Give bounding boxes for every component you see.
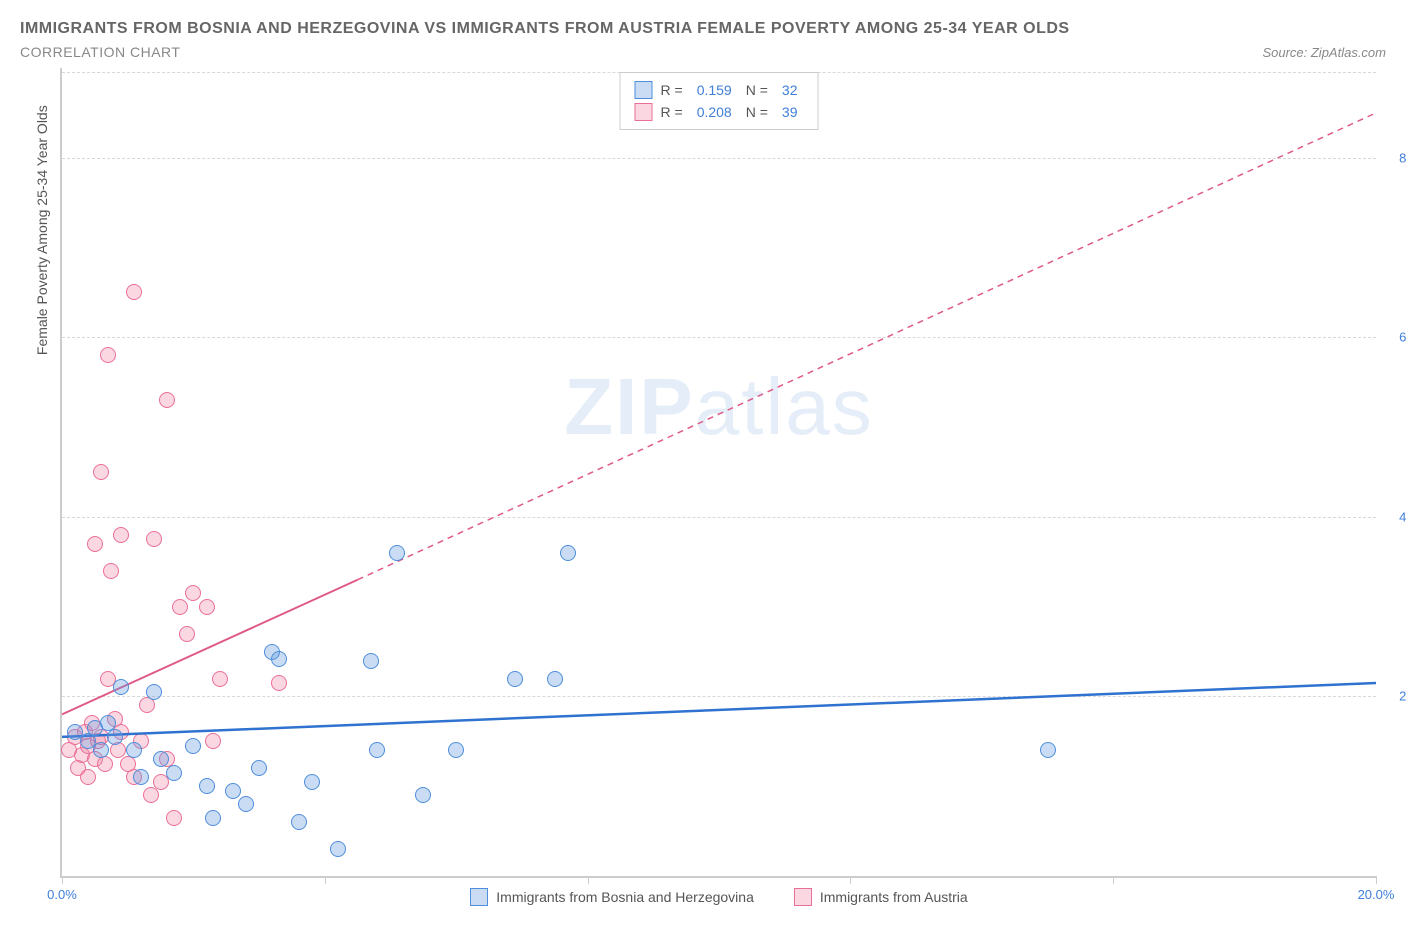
data-point <box>271 651 287 667</box>
data-point <box>179 626 195 642</box>
r-value-bosnia: 0.159 <box>697 82 732 98</box>
legend-label-bosnia: Immigrants from Bosnia and Herzegovina <box>496 889 754 905</box>
source-attribution: Source: ZipAtlas.com <box>1262 45 1386 60</box>
data-point <box>547 671 563 687</box>
y-tick-label: 20.0% <box>1399 689 1406 704</box>
source-value: ZipAtlas.com <box>1311 45 1386 60</box>
swatch-bosnia <box>635 81 653 99</box>
legend-row-bosnia: R = 0.159 N = 32 <box>635 79 804 101</box>
legend-item-austria: Immigrants from Austria <box>794 888 968 906</box>
data-point <box>103 563 119 579</box>
data-point <box>1040 742 1056 758</box>
chart-title: IMMIGRANTS FROM BOSNIA AND HERZEGOVINA V… <box>20 20 1386 38</box>
x-tick <box>850 876 851 884</box>
data-point <box>87 536 103 552</box>
x-tick <box>325 876 326 884</box>
r-label-2: R = <box>661 104 683 120</box>
data-point <box>80 769 96 785</box>
legend-label-austria: Immigrants from Austria <box>820 889 968 905</box>
n-value-austria: 39 <box>782 104 798 120</box>
data-point <box>448 742 464 758</box>
chart-container: IMMIGRANTS FROM BOSNIA AND HERZEGOVINA V… <box>20 20 1386 910</box>
data-point <box>146 684 162 700</box>
gridline <box>62 517 1376 518</box>
data-point <box>363 653 379 669</box>
x-tick <box>1113 876 1114 884</box>
data-point <box>205 810 221 826</box>
chart-subtitle: CORRELATION CHART <box>20 44 180 60</box>
data-point <box>225 783 241 799</box>
data-point <box>330 841 346 857</box>
gridline <box>62 696 1376 697</box>
data-point <box>126 742 142 758</box>
n-label-2: N = <box>746 104 768 120</box>
trend-lines-svg <box>62 68 1376 876</box>
x-tick <box>588 876 589 884</box>
legend-row-austria: R = 0.208 N = 39 <box>635 101 804 123</box>
data-point <box>304 774 320 790</box>
data-point <box>238 796 254 812</box>
data-point <box>560 545 576 561</box>
y-tick-label: 40.0% <box>1399 509 1406 524</box>
data-point <box>146 531 162 547</box>
legend-item-bosnia: Immigrants from Bosnia and Herzegovina <box>470 888 754 906</box>
data-point <box>166 810 182 826</box>
data-point <box>212 671 228 687</box>
x-tick <box>62 876 63 884</box>
y-tick-label: 60.0% <box>1399 330 1406 345</box>
data-point <box>172 599 188 615</box>
y-tick-label: 80.0% <box>1399 150 1406 165</box>
r-value-austria: 0.208 <box>697 104 732 120</box>
data-point <box>389 545 405 561</box>
data-point <box>107 729 123 745</box>
source-label: Source: <box>1262 45 1310 60</box>
y-axis-label: Female Poverty Among 25-34 Year Olds <box>34 105 50 355</box>
data-point <box>93 742 109 758</box>
series-legend: Immigrants from Bosnia and Herzegovina I… <box>62 888 1376 906</box>
r-label: R = <box>661 82 683 98</box>
data-point <box>113 679 129 695</box>
data-point <box>507 671 523 687</box>
subtitle-row: CORRELATION CHART Source: ZipAtlas.com <box>20 44 1386 60</box>
plot-area: Female Poverty Among 25-34 Year Olds ZIP… <box>60 68 1376 878</box>
swatch-austria <box>635 103 653 121</box>
data-point <box>126 284 142 300</box>
data-point <box>113 527 129 543</box>
data-point <box>185 585 201 601</box>
n-label: N = <box>746 82 768 98</box>
data-point <box>415 787 431 803</box>
data-point <box>251 760 267 776</box>
data-point <box>153 751 169 767</box>
data-point <box>133 769 149 785</box>
correlation-legend: R = 0.159 N = 32 R = 0.208 N = 39 <box>620 72 819 130</box>
data-point <box>166 765 182 781</box>
data-point <box>100 347 116 363</box>
swatch-bosnia-2 <box>470 888 488 906</box>
n-value-bosnia: 32 <box>782 82 798 98</box>
swatch-austria-2 <box>794 888 812 906</box>
plot-inner: 20.0%40.0%60.0%80.0%0.0%20.0% <box>62 68 1376 876</box>
data-point <box>291 814 307 830</box>
data-point <box>369 742 385 758</box>
data-point <box>159 392 175 408</box>
data-point <box>199 599 215 615</box>
data-point <box>205 733 221 749</box>
data-point <box>199 778 215 794</box>
data-point <box>185 738 201 754</box>
gridline <box>62 337 1376 338</box>
data-point <box>93 464 109 480</box>
data-point <box>143 787 159 803</box>
data-point <box>271 675 287 691</box>
x-tick <box>1376 876 1377 884</box>
gridline <box>62 158 1376 159</box>
